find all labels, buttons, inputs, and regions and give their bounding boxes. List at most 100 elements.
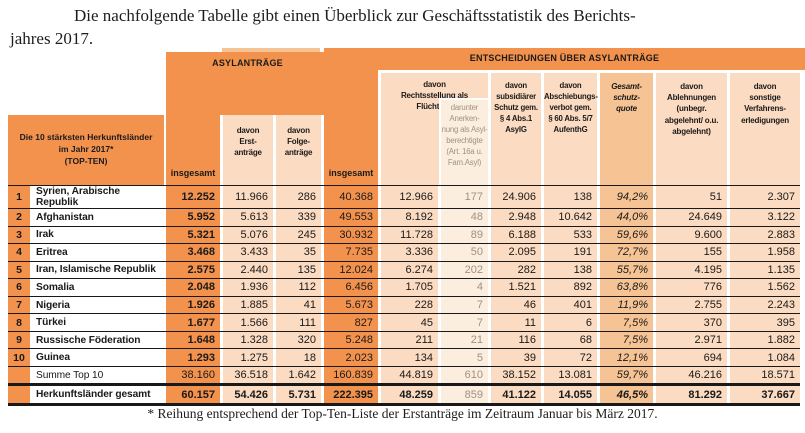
value-cell: 38.160 — [166, 366, 220, 384]
value-cell: 1.677 — [166, 314, 220, 331]
value-cell: 11.728 — [381, 226, 438, 244]
value-cell: 1.936 — [223, 279, 273, 296]
col-head-fluechtling-label: davon Rechtsstellung als Flüchtling — [400, 80, 469, 112]
value-cell: 2.883 — [730, 226, 800, 244]
table-row: 2 Afghanistan 5.952 5.613 339 49.553 8.192 48 2.… — [8, 209, 800, 227]
value-cell: 41 — [276, 296, 321, 314]
stub-header: Die 10 stärksten Herkunftsländer im Jahr… — [8, 115, 164, 185]
value-cell: 2.440 — [223, 261, 273, 279]
country-cell: Summe Top 10 — [36, 369, 104, 381]
col-head-folgeantraege: davon Folge- anträge — [276, 115, 321, 185]
value-cell: 7,5% — [600, 314, 653, 331]
value-cell: 1.328 — [223, 331, 273, 349]
value-cell: 2.755 — [656, 296, 727, 314]
value-cell: 2.948 — [491, 209, 541, 226]
value-cell: 48 — [441, 209, 488, 226]
table-row: 8 Türkei 1.677 1.566 111 827 45 7 11 6 7,5% 370 395 — [8, 314, 800, 332]
value-cell: 1.926 — [166, 296, 220, 314]
value-cell: 245 — [276, 226, 321, 244]
rank-cell: 6 — [8, 279, 30, 296]
value-cell: 1.293 — [166, 349, 220, 366]
value-cell: 1.566 — [223, 314, 273, 331]
value-cell: 60.157 — [166, 386, 220, 404]
value-cell: 7 — [441, 314, 488, 331]
value-cell: 160.839 — [324, 366, 378, 384]
value-cell: 177 — [441, 186, 488, 208]
value-cell: 10.642 — [544, 209, 597, 226]
value-cell: 11,9% — [600, 296, 653, 314]
value-cell: 1.642 — [276, 366, 321, 384]
value-cell: 1.958 — [730, 244, 800, 261]
banner-accent-strip — [222, 48, 320, 53]
value-cell: 134 — [381, 349, 438, 366]
value-cell: 40.368 — [324, 186, 378, 208]
value-cell: 2.243 — [730, 296, 800, 314]
value-cell: 282 — [491, 261, 541, 279]
value-cell: 138 — [544, 186, 597, 208]
value-cell: 3.122 — [730, 209, 800, 226]
table-row: 7 Nigeria 1.926 1.885 41 5.673 228 7 46 401 11,9% 2… — [8, 296, 800, 315]
value-cell: 46,5% — [600, 386, 653, 404]
value-cell: 2.307 — [730, 186, 800, 208]
value-cell: 401 — [544, 296, 597, 314]
value-cell: 38.152 — [491, 366, 541, 384]
col-head-abschiebung: davon Abschiebungs- verbot gem. § 60 Abs… — [544, 73, 598, 185]
value-cell: 5 — [441, 349, 488, 366]
value-cell: 41.122 — [491, 386, 541, 404]
value-cell: 8.192 — [381, 209, 438, 226]
value-cell: 54.426 — [223, 386, 273, 404]
value-cell: 50 — [441, 244, 488, 261]
stub-header-label: Die 10 stärksten Herkunftsländer im Jahr… — [19, 132, 153, 166]
country-cell: Guinea — [36, 352, 70, 364]
value-cell: 138 — [544, 261, 597, 279]
value-cell: 37.667 — [730, 386, 800, 404]
asyl-banner-label: ASYLANTRÄGE — [212, 58, 283, 68]
value-cell: 55,7% — [600, 261, 653, 279]
table-row: 9 Russische Föderation 1.648 1.328 320 5.248 2… — [8, 331, 800, 350]
col-head-ablehnung: davon Ablehnungen (unbegr. abgelehnt/ o.… — [656, 73, 727, 185]
value-cell: 286 — [276, 186, 321, 208]
intro-paragraph: Die nachfolgende Tabelle gibt einen Über… — [10, 4, 798, 51]
table-row: 4 Eritrea 3.468 3.433 35 7.735 3.336 50 2.095 191… — [8, 244, 800, 262]
col-head-anerkennung-label: darunter Anerken- nung als Asyl- berecht… — [441, 103, 488, 167]
value-cell: 36.518 — [223, 366, 273, 384]
value-cell: 49.553 — [324, 209, 378, 226]
value-cell: 1.705 — [381, 279, 438, 296]
table-row: 10 Guinea 1.293 1.275 18 2.023 134 5 39 72 12,1% 69… — [8, 349, 800, 367]
value-cell: 694 — [656, 349, 727, 366]
value-cell: 533 — [544, 226, 597, 244]
value-cell: 9.600 — [656, 226, 727, 244]
value-cell: 5.321 — [166, 226, 220, 244]
col-head-sonstige: davon sonstige Verfahrens- erledigungen — [730, 73, 800, 185]
value-cell: 35 — [276, 244, 321, 261]
value-cell: 3.336 — [381, 244, 438, 261]
value-cell: 12.966 — [381, 186, 438, 208]
rank-cell: 2 — [8, 209, 30, 226]
value-cell: 776 — [656, 279, 727, 296]
value-cell: 827 — [324, 314, 378, 331]
value-cell: 2.971 — [656, 331, 727, 349]
value-cell: 1.521 — [491, 279, 541, 296]
value-cell: 51 — [656, 186, 727, 208]
table-row: 6 Somalia 2.048 1.936 112 6.456 1.705 4 1.521 892… — [8, 279, 800, 297]
value-cell: 7 — [441, 296, 488, 314]
rank-cell: 4 — [8, 244, 30, 261]
value-cell: 222.395 — [324, 386, 378, 404]
table-row: Summe Top 10 38.160 36.518 1.642 160.839 44.8… — [8, 366, 800, 385]
value-cell: 24.649 — [656, 209, 727, 226]
table-body: 1 Syrien, Arabische Republik 12.252 11.966 2… — [8, 185, 800, 407]
value-cell: 89 — [441, 226, 488, 244]
value-cell: 13.081 — [544, 366, 597, 384]
value-cell: 11 — [491, 314, 541, 331]
country-cell: Somalia — [36, 281, 75, 293]
value-cell: 94,2% — [600, 186, 653, 208]
value-cell: 12.252 — [166, 186, 220, 208]
value-cell: 892 — [544, 279, 597, 296]
rank-cell — [8, 386, 30, 404]
value-cell: 395 — [730, 314, 800, 331]
country-cell: Irak — [36, 229, 54, 241]
country-cell: Syrien, Arabische Republik — [36, 186, 120, 208]
value-cell: 44,0% — [600, 209, 653, 226]
value-cell: 1.885 — [223, 296, 273, 314]
